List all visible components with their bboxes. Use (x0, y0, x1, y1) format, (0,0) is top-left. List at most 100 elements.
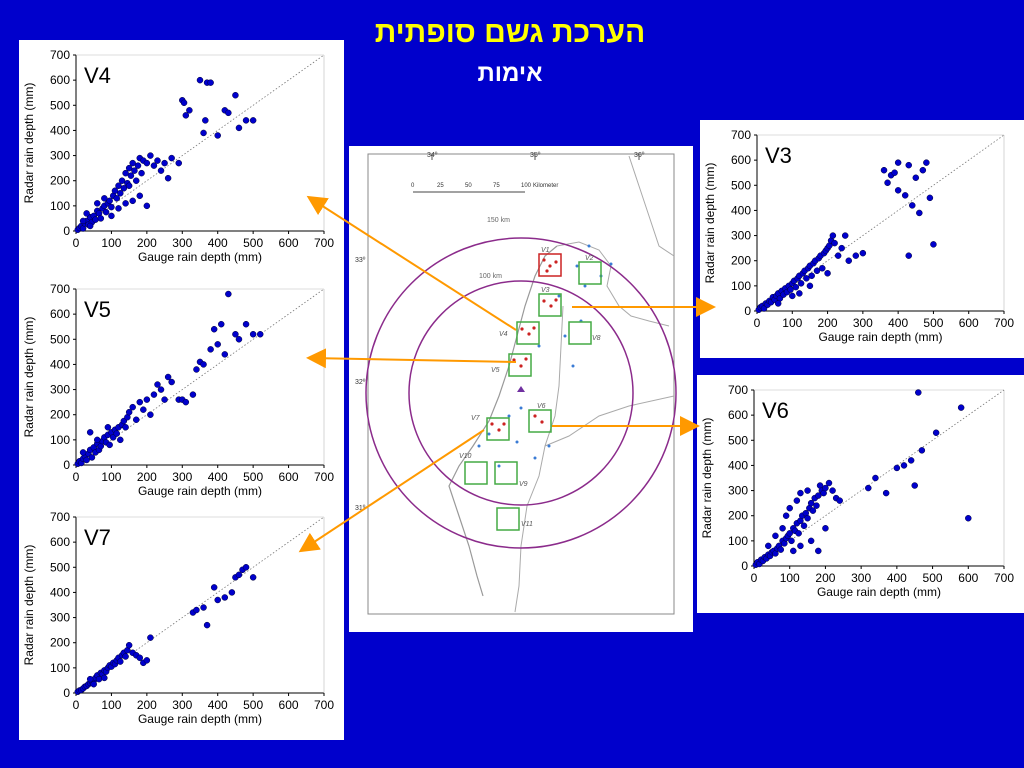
x-tick-label: 400 (887, 571, 907, 585)
box-v1 (538, 253, 562, 277)
y-tick-label: 300 (50, 611, 70, 625)
data-point (122, 200, 129, 207)
box-gauge (554, 260, 558, 264)
data-point (210, 584, 218, 591)
lat-label: 32º (355, 379, 366, 386)
x-tick-label: 700 (994, 316, 1014, 330)
box-gauge (512, 358, 516, 362)
data-point (804, 514, 811, 522)
scatter-chart-v3: 0 100 200 300 400 500 600 700 0 100 200 300 400 500 60… (703, 128, 1014, 344)
scatter-chart-v5: 0 100 200 300 400 500 600 700 0 100 200 300 400 500 60… (22, 282, 334, 498)
data-point (765, 542, 772, 550)
data-point (154, 381, 161, 388)
box-v3 (538, 293, 562, 317)
one-to-one-line (75, 288, 325, 466)
box-gauge (520, 327, 524, 331)
panel-label: V3 (765, 143, 792, 168)
data-point (136, 398, 144, 406)
data-point (182, 398, 190, 406)
data-point (95, 675, 103, 683)
data-point (122, 169, 129, 177)
box-label: V9 (519, 481, 528, 488)
box-gauge (490, 422, 494, 426)
data-point (774, 300, 782, 307)
data-point (113, 430, 120, 437)
scatter-chart-v7: 0 100 200 300 400 500 600 700 0 100 200 300 400 500 60… (22, 510, 334, 726)
data-point (157, 167, 165, 174)
box-gauge (527, 332, 531, 336)
data-point (900, 462, 908, 469)
ring-label: 150 km (487, 217, 510, 224)
data-point (804, 487, 811, 494)
box-gauge (542, 299, 546, 303)
data-point (83, 210, 90, 217)
y-tick-label: 400 (50, 585, 70, 599)
y-tick-label: 100 (50, 199, 70, 213)
data-point (150, 162, 158, 169)
data-point (120, 185, 128, 192)
data-point (786, 530, 793, 537)
data-point (92, 216, 99, 223)
data-point (118, 177, 126, 184)
data-point (232, 331, 239, 338)
data-point (210, 325, 218, 333)
data-point (140, 406, 147, 413)
y-tick-label: 200 (731, 254, 751, 268)
chart-panel-v3: 0 100 200 300 400 500 600 700 0 100 200 300 400 500 60… (700, 120, 1024, 358)
data-point (218, 320, 225, 328)
data-point (786, 504, 793, 512)
data-point (242, 320, 250, 328)
data-point (97, 215, 105, 222)
data-point (797, 489, 804, 497)
panel-label: V5 (84, 297, 111, 322)
data-point (157, 386, 165, 393)
box-gauge (545, 269, 549, 273)
data-point (825, 479, 833, 487)
y-tick-label: 200 (50, 408, 70, 422)
gauge-dot (583, 284, 587, 288)
y-tick-label: 100 (50, 433, 70, 447)
y-tick-label: 100 (50, 661, 70, 675)
y-tick-label: 0 (63, 686, 70, 700)
y-axis-label: Radar rain depth (mm) (22, 317, 36, 438)
data-point (161, 159, 168, 167)
data-point (202, 117, 209, 124)
data-point (930, 241, 937, 248)
data-point (915, 389, 922, 396)
box-label: V1 (541, 247, 550, 254)
data-point (136, 192, 144, 200)
gauge-dot (609, 262, 613, 266)
box-gauge (533, 414, 537, 418)
data-point (235, 336, 243, 343)
data-point (86, 222, 94, 230)
chart-panel-v7: 0 100 200 300 400 500 600 700 0 100 200 300 400 500 60… (19, 502, 344, 740)
x-tick-label: 500 (243, 470, 263, 484)
y-tick-label: 300 (50, 149, 70, 163)
x-tick-label: 600 (958, 571, 978, 585)
data-point (154, 157, 161, 164)
data-point (214, 132, 221, 139)
data-point (852, 252, 860, 259)
data-point (143, 396, 151, 403)
chart-panel-v5: 0 100 200 300 400 500 600 700 0 100 200 300 400 500 60… (19, 274, 344, 508)
radar-map: 34º 35º 36º 33º 32º 31º 0 25 50 75 100 K… (355, 152, 677, 615)
gauge-dot (507, 414, 511, 418)
data-point (918, 447, 926, 454)
scale-tick-label: 0 (411, 183, 415, 189)
gauge-dot (587, 244, 591, 248)
x-axis-label: Gauge rain depth (mm) (138, 712, 262, 726)
x-tick-label: 0 (754, 316, 761, 330)
data-point (824, 270, 831, 277)
data-point (845, 257, 852, 264)
data-point (815, 492, 822, 499)
data-point (94, 436, 101, 444)
lat-label: 31º (355, 505, 366, 512)
data-point (796, 290, 803, 297)
data-point (79, 217, 87, 225)
y-tick-label: 500 (50, 332, 70, 346)
data-point (822, 525, 829, 532)
data-point (249, 574, 257, 581)
data-point (872, 474, 879, 482)
data-point (911, 482, 918, 489)
box-gauge (519, 364, 523, 368)
